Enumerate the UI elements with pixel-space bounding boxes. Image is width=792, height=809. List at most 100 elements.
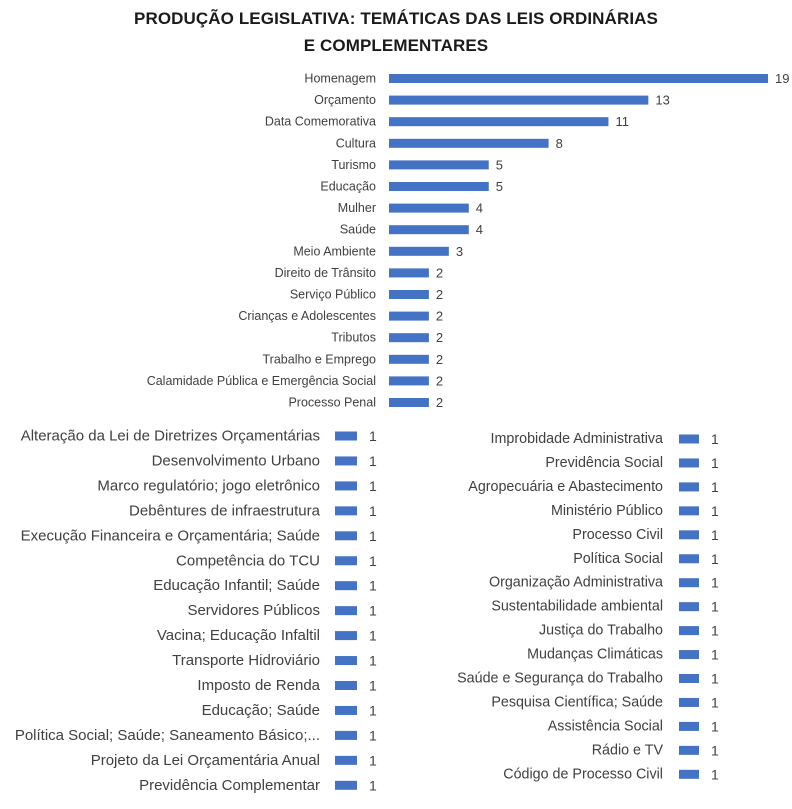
category-label: Desenvolvimento Urbano (152, 452, 320, 469)
category-label: Mudanças Climáticas (527, 647, 663, 663)
data-label: 1 (711, 694, 719, 710)
bar (389, 311, 429, 321)
data-label: 1 (369, 702, 377, 718)
category-label: Política Social; Saúde; Saneamento Básic… (15, 727, 320, 744)
bar (389, 117, 609, 127)
data-label: 5 (496, 157, 503, 172)
data-label: 1 (711, 527, 719, 543)
bar (679, 674, 699, 683)
data-label: 2 (436, 352, 443, 367)
category-label: Servidores Públicos (187, 602, 320, 619)
bar (335, 556, 357, 566)
data-label: 2 (436, 309, 443, 324)
category-label: Execução Financeira e Orçamentária; Saúd… (21, 527, 320, 544)
chart-title-line-1: PRODUÇÃO LEGISLATIVA: TEMÁTICAS DAS LEIS… (134, 9, 658, 28)
data-label: 1 (369, 553, 377, 569)
category-label: Pesquisa Científica; Saúde (491, 694, 663, 710)
chart-panel-top: Homenagem 19 Orçamento 13 Data Comemorativa 1… (147, 71, 790, 410)
category-label: Educação Infantil; Saúde (153, 577, 320, 594)
bar (389, 95, 649, 105)
bar (335, 681, 357, 690)
data-label: 2 (436, 287, 443, 302)
category-label: Trabalho e Emprego (263, 352, 377, 366)
bar (679, 458, 699, 468)
category-label: Política Social (573, 551, 663, 567)
category-label: Sustentabilidade ambiental (491, 599, 663, 615)
category-label: Educação (320, 180, 376, 194)
data-label: 1 (369, 653, 377, 669)
data-label: 1 (711, 671, 719, 687)
data-label: 3 (456, 244, 463, 259)
data-label: 1 (711, 647, 719, 663)
data-label: 2 (436, 330, 443, 345)
data-label: 13 (655, 93, 669, 108)
bar (335, 531, 357, 541)
bar (335, 780, 357, 790)
data-label: 1 (369, 453, 377, 469)
bar (389, 268, 429, 278)
category-label: Justiça do Trabalho (539, 623, 663, 639)
category-label: Processo Civil (572, 527, 663, 543)
category-label: Mulher (338, 201, 376, 215)
category-label: Homenagem (304, 72, 376, 86)
category-label: Rádio e TV (592, 742, 664, 758)
data-label: 11 (615, 114, 629, 129)
category-label: Vacina; Educação Infaltil (157, 627, 320, 644)
bar (389, 203, 469, 213)
category-label: Transporte Hidroviário (172, 652, 320, 669)
bar (679, 578, 699, 588)
bar (335, 606, 357, 616)
category-label: Organização Administrativa (489, 575, 663, 591)
category-label: Tributos (331, 331, 376, 345)
data-label: 1 (711, 455, 719, 471)
bar (389, 333, 429, 343)
category-label: Cultura (336, 136, 376, 150)
category-label: Projeto da Lei Orçamentária Anual (91, 752, 320, 769)
data-label: 1 (369, 603, 377, 619)
chart-panel-left: Alteração da Lei de Diretrizes Orçamentá… (15, 428, 377, 794)
category-label: Alteração da Lei de Diretrizes Orçamentá… (21, 428, 320, 445)
data-label: 8 (556, 136, 563, 151)
category-label: Improbidade Administrativa (491, 431, 663, 447)
bar (679, 769, 699, 779)
bar (335, 631, 357, 641)
data-label: 2 (436, 265, 443, 280)
bar (679, 650, 699, 660)
bar (679, 482, 699, 492)
data-label: 4 (476, 201, 483, 216)
bar (679, 434, 699, 444)
data-label: 1 (369, 727, 377, 743)
chart-panel-right: Improbidade Administrativa 1 Previdência S… (457, 431, 719, 782)
bar (679, 554, 699, 564)
category-label: Crianças e Adolescentes (238, 309, 376, 323)
bar (389, 225, 469, 235)
data-label: 1 (711, 431, 719, 447)
bar (679, 506, 699, 516)
bar (389, 354, 429, 364)
bar (679, 530, 699, 540)
bar (335, 755, 357, 765)
category-label: Saúde e Segurança do Trabalho (457, 671, 663, 687)
data-label: 1 (711, 718, 719, 734)
data-label: 4 (476, 222, 483, 237)
category-label: Orçamento (314, 93, 376, 107)
data-label: 1 (711, 575, 719, 591)
data-label: 5 (496, 179, 503, 194)
bar (679, 626, 699, 636)
data-label: 1 (711, 766, 719, 782)
bar (335, 431, 357, 441)
bar (335, 506, 357, 516)
bar (389, 138, 549, 148)
category-label: Assistência Social (548, 718, 663, 734)
data-label: 2 (436, 395, 443, 410)
chart-title-line-2: E COMPLEMENTARES (303, 36, 489, 55)
bar (389, 74, 769, 83)
category-label: Agropecuária e Abastecimento (468, 479, 663, 495)
data-label: 1 (369, 777, 377, 793)
data-label: 19 (775, 71, 789, 86)
data-label: 1 (369, 752, 377, 768)
category-label: Turismo (331, 158, 376, 172)
category-label: Serviço Público (290, 288, 376, 302)
